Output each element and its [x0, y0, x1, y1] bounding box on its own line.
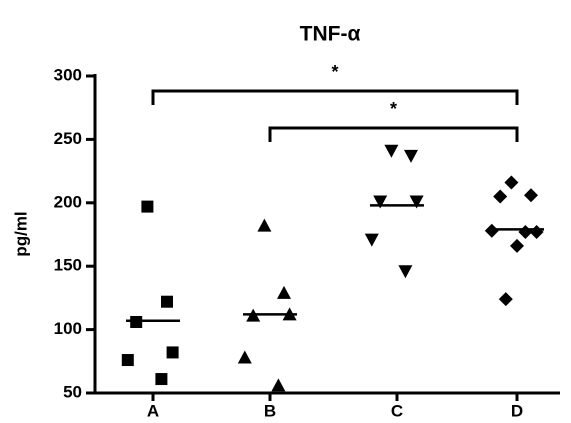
data-point [373, 195, 388, 209]
data-point [524, 188, 538, 203]
data-point [384, 144, 399, 158]
y-tick-label: 50 [63, 382, 82, 401]
data-point [237, 350, 252, 364]
y-tick-label: 200 [54, 192, 82, 211]
x-tick-label: B [264, 401, 276, 420]
data-point [518, 224, 533, 239]
data-point [141, 200, 154, 213]
significance-label: * [331, 62, 338, 82]
y-tick-label: 250 [54, 129, 82, 148]
x-tick-label: D [511, 401, 523, 420]
y-tick-label: 100 [54, 319, 82, 338]
data-point [161, 295, 173, 308]
significance-label: * [390, 99, 397, 119]
data-point [404, 149, 418, 163]
data-point [271, 378, 286, 392]
data-point [364, 233, 379, 247]
chart-title: TNF-α [300, 23, 361, 46]
data-point [493, 189, 508, 204]
data-point [257, 218, 272, 232]
data-point [498, 292, 513, 307]
x-tick-label: A [147, 401, 159, 420]
y-axis-label: pg/ml [11, 211, 30, 256]
y-tick-label: 300 [54, 65, 82, 84]
data-point [277, 285, 291, 299]
significance-bracket [151, 89, 519, 105]
data-point [130, 315, 143, 328]
data-point [510, 238, 524, 253]
y-tick-label: 150 [54, 256, 82, 275]
significance-bracket [268, 126, 519, 142]
x-tick-label: C [391, 401, 403, 420]
data-point [409, 195, 424, 209]
data-point [398, 265, 413, 279]
data-point [155, 373, 168, 386]
data-point [166, 346, 179, 359]
data-point [121, 354, 134, 367]
data-point [484, 223, 499, 238]
data-point [504, 175, 519, 190]
